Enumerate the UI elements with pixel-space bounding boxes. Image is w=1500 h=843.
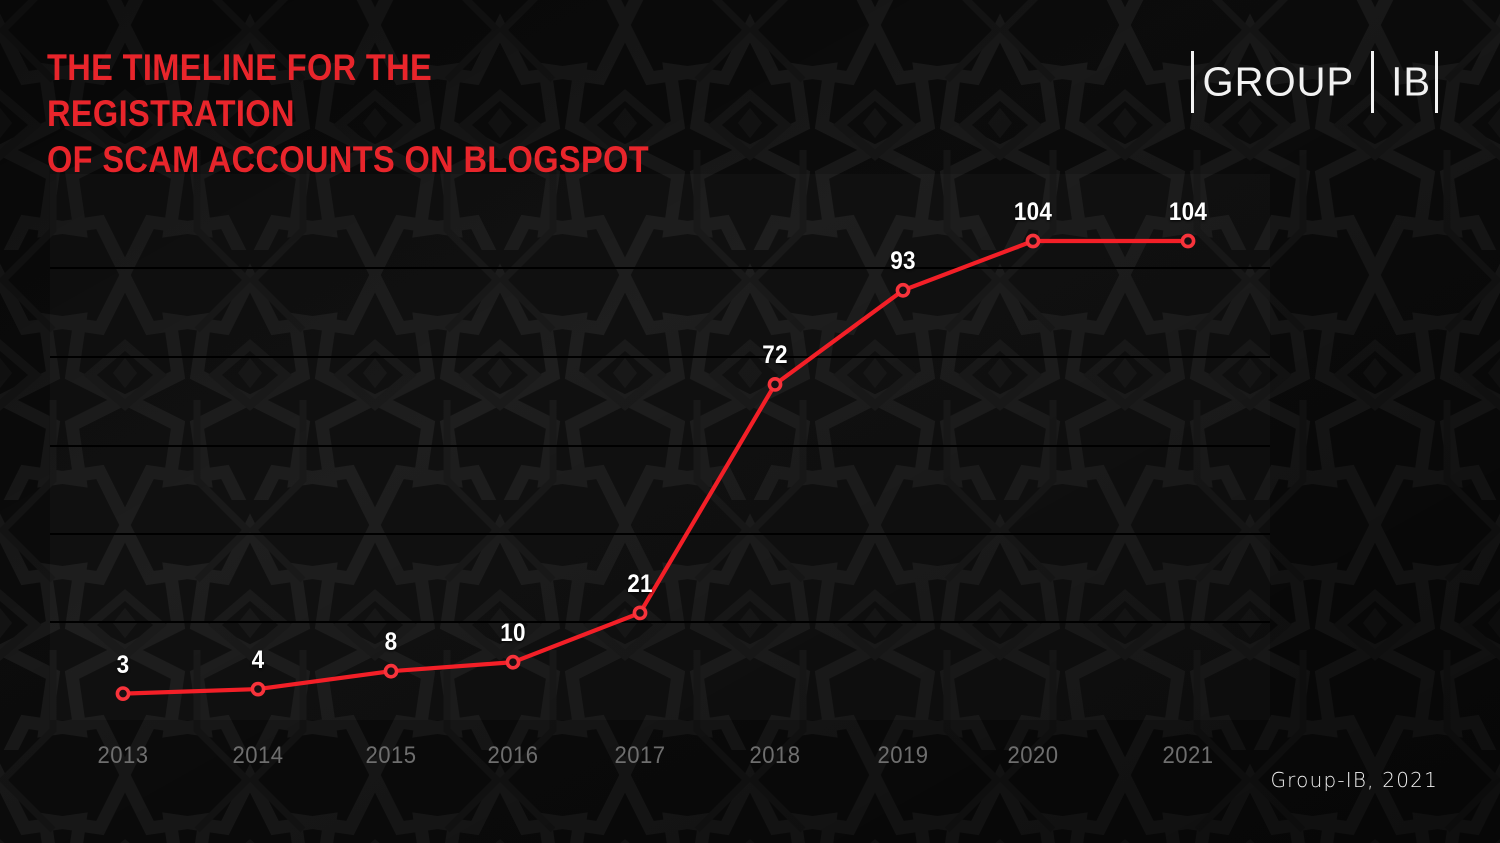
data-point-label: 8 — [384, 628, 398, 657]
x-axis-tick-2017: 2017 — [614, 742, 666, 769]
logo-bar-left — [1190, 51, 1194, 113]
data-point-marker — [250, 681, 266, 697]
gridline — [50, 356, 1270, 358]
gridline — [50, 533, 1270, 535]
data-point-label: 3 — [116, 650, 130, 679]
x-axis-tick-2013: 2013 — [97, 742, 149, 769]
data-point-label: 21 — [627, 569, 653, 598]
data-point-marker — [505, 654, 521, 670]
x-axis-tick-2016: 2016 — [487, 742, 539, 769]
data-point-label: 72 — [762, 341, 788, 370]
gridline — [50, 621, 1270, 623]
x-axis-tick-2014: 2014 — [232, 742, 284, 769]
logo-bar-right — [1435, 51, 1438, 113]
page-title: THE TIMELINE FOR THE REGISTRATION OF SCA… — [47, 47, 649, 180]
data-point-marker — [115, 686, 131, 701]
logo-text-group: GROUP — [1202, 59, 1355, 105]
x-axis-tick-2021: 2021 — [1162, 742, 1214, 769]
data-point-marker — [1180, 233, 1196, 249]
data-point-marker — [383, 663, 399, 679]
data-point-marker — [767, 376, 783, 392]
group-ib-logo: GROUP IB — [1190, 51, 1438, 113]
data-point-marker — [632, 605, 648, 621]
series-line-scam-accounts — [120, 238, 1191, 696]
x-axis-tick-2018: 2018 — [749, 742, 801, 769]
data-point-label: 4 — [251, 646, 265, 675]
series-markers-group — [115, 233, 1196, 701]
line-chart-plot — [115, 233, 1196, 701]
logo-text-ib: IB — [1391, 59, 1431, 105]
gridline — [50, 445, 1270, 447]
logo-bar-middle — [1371, 51, 1375, 113]
data-point-label: 93 — [890, 247, 916, 276]
gridline — [50, 267, 1270, 269]
source-credit: Group-IB, 2021 — [1270, 768, 1438, 792]
data-point-label: 10 — [500, 619, 526, 648]
x-axis-tick-2015: 2015 — [365, 742, 417, 769]
data-point-marker — [895, 282, 911, 298]
data-point-label: 104 — [1013, 198, 1053, 226]
x-axis-tick-2019: 2019 — [877, 742, 929, 769]
data-point-label: 104 — [1168, 198, 1208, 226]
data-point-marker — [1025, 233, 1041, 249]
chart-panel: 3 4 8 10 21 72 93 104 104 — [50, 174, 1270, 720]
x-axis-tick-2020: 2020 — [1007, 742, 1059, 769]
